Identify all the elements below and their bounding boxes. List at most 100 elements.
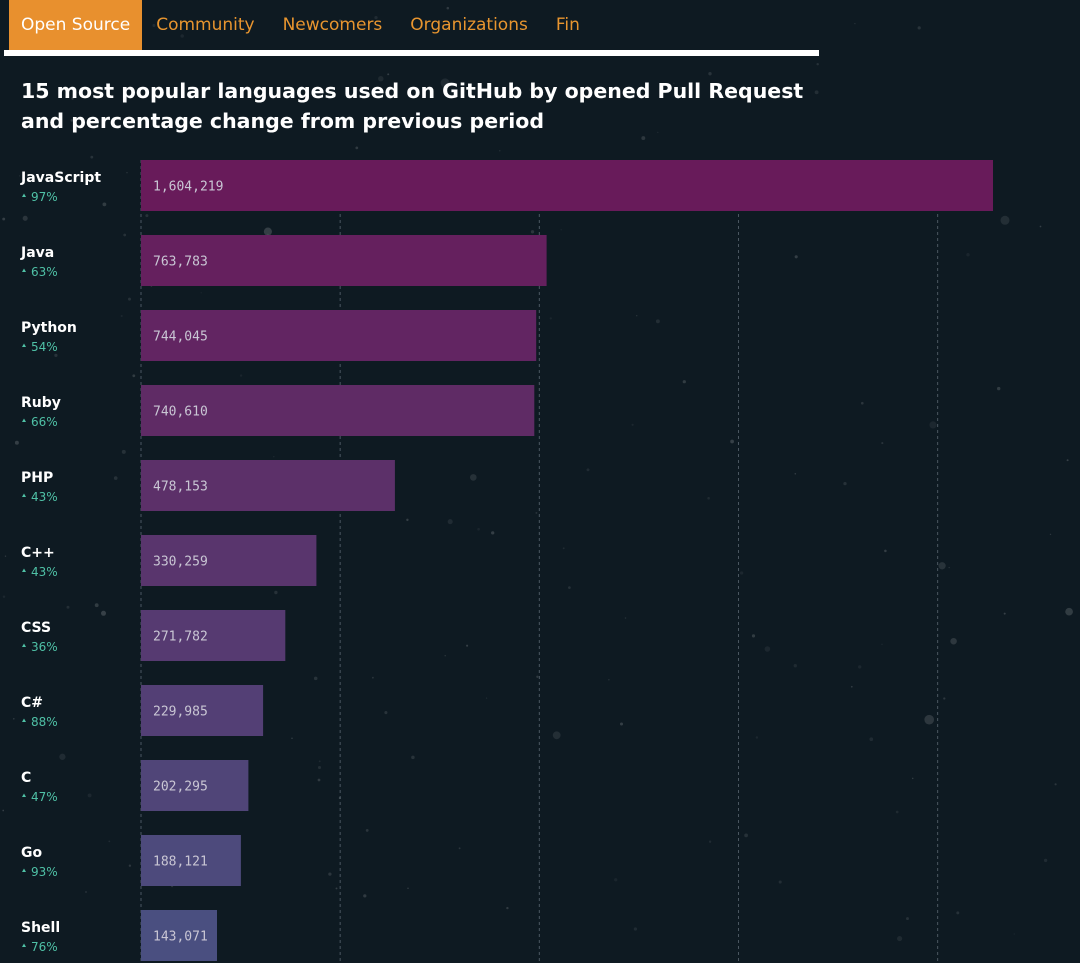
star-dot [631, 423, 634, 426]
up-arrow-icon [22, 193, 26, 197]
star-dot [814, 90, 819, 95]
top-navigation: Open Source Community Newcomers Organiza… [0, 0, 819, 56]
star-dot [938, 562, 946, 570]
star-dot [858, 665, 862, 669]
star-dot [2, 809, 5, 812]
star-dot [128, 864, 132, 867]
star-dot [552, 731, 561, 740]
percent-change-label: 93% [31, 865, 58, 879]
star-dot [1065, 607, 1073, 616]
star-dot [529, 88, 533, 92]
star-dot [966, 252, 970, 257]
star-dot [66, 605, 70, 609]
chart-headline: 15 most popular languages used on GitHub… [21, 79, 804, 133]
bar-java [141, 235, 547, 286]
bar-c [141, 760, 249, 811]
star-dot [1013, 933, 1015, 935]
bar-ruby [141, 385, 535, 436]
star-dot [363, 894, 367, 898]
star-dot [318, 760, 321, 763]
star-dot [84, 890, 88, 894]
star-dot [22, 215, 28, 221]
star-dot [906, 917, 909, 921]
star-dot [291, 737, 293, 740]
star-dot [708, 840, 712, 843]
star-dot [313, 676, 318, 681]
star-dot [860, 401, 864, 405]
tab-newcomers[interactable]: Newcomers [282, 15, 383, 35]
tab-community[interactable]: Community [156, 15, 255, 35]
star-dot [730, 439, 734, 444]
star-dot [4, 555, 7, 557]
star-dot [1039, 225, 1042, 228]
percent-change-label: 63% [31, 265, 58, 279]
star-dot [14, 440, 19, 445]
star-dot [274, 590, 278, 595]
star-dot [843, 481, 847, 486]
star-dot [387, 73, 390, 76]
star-dot [102, 202, 107, 207]
up-arrow-icon [22, 943, 26, 947]
star-dot [764, 646, 771, 652]
star-dot [406, 518, 409, 522]
bar-c- [141, 685, 264, 736]
star-dot [794, 255, 798, 259]
star-dot [911, 777, 914, 780]
star-dot [335, 887, 338, 890]
bar-value-label: 478,153 [153, 480, 208, 495]
star-dot [869, 737, 874, 742]
percent-change-label: 97% [31, 190, 58, 204]
category-label: C# [21, 695, 43, 711]
star-dot [1054, 783, 1057, 786]
star-dot [458, 847, 461, 850]
star-dot [1000, 215, 1010, 225]
star-dot [180, 34, 184, 38]
bar-value-label: 143,071 [153, 930, 208, 945]
bar-php [141, 460, 395, 511]
star-dot [126, 171, 128, 174]
star-dot [263, 227, 272, 236]
star-dot [739, 571, 744, 575]
tab-open-source[interactable]: Open Source [9, 0, 143, 50]
star-dot [562, 547, 565, 550]
star-dot [1066, 459, 1069, 462]
star-dot [924, 714, 935, 725]
up-arrow-icon [22, 643, 26, 647]
star-dot [18, 175, 21, 177]
star-dot [956, 911, 960, 915]
star-dot [506, 906, 509, 910]
star-dot [624, 617, 627, 619]
star-dot [440, 78, 450, 88]
star-dot [655, 319, 660, 324]
bar-value-label: 330,259 [153, 555, 208, 570]
bar-shell [141, 910, 217, 961]
star-dot [729, 90, 733, 94]
bar-value-label: 229,985 [153, 705, 208, 720]
star-dot [549, 317, 552, 320]
category-label: C [21, 770, 31, 786]
tab-organizations[interactable]: Organizations [410, 15, 528, 35]
star-dot [619, 722, 624, 726]
star-dot [536, 675, 539, 678]
star-dot [744, 833, 748, 838]
star-dot [407, 887, 409, 890]
star-dot [2, 595, 6, 598]
star-dot [21, 851, 25, 855]
percent-change-label: 76% [31, 940, 58, 954]
star-dot [897, 936, 903, 942]
star-dot [679, 87, 682, 90]
star-dot [778, 880, 782, 884]
star-dot [997, 386, 1001, 391]
star-dot [239, 374, 243, 377]
star-dot [881, 643, 883, 646]
star-dot [633, 927, 638, 931]
bar-value-label: 188,121 [153, 855, 208, 870]
star-dot [469, 474, 477, 481]
star-dot [264, 116, 266, 119]
star-dot [378, 75, 384, 82]
star-dot [1043, 858, 1048, 863]
bar-css [141, 610, 286, 661]
tab-fin[interactable]: Fin [555, 15, 580, 35]
star-dot [682, 380, 686, 384]
